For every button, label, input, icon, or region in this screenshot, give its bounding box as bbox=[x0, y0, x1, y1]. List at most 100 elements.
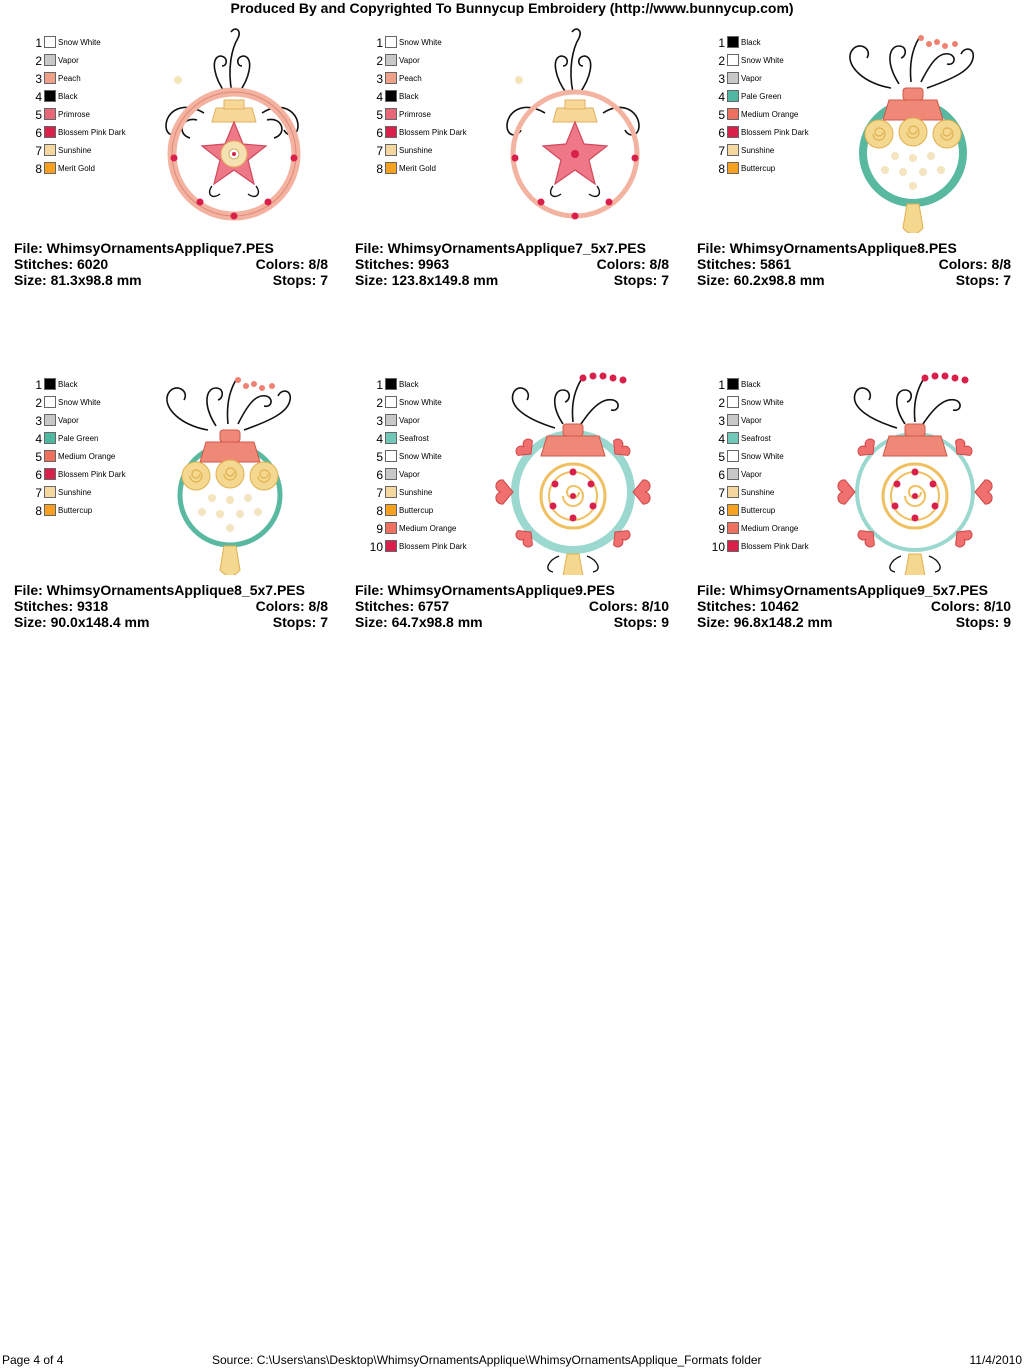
design-card: 1 Black 2 Snow White 3 Vapor 4 Seafrost 5 Snow Wh… bbox=[355, 350, 675, 650]
color-swatch bbox=[727, 522, 739, 534]
design-size: Size: 123.8x149.8 mm bbox=[355, 272, 499, 288]
design-card: 1 Black 2 Snow White 3 Vapor 4 Pale Green 5 Mediu… bbox=[697, 8, 1017, 308]
design-card: 1 Black 2 Snow White 3 Vapor 4 Pale Green 5 Mediu… bbox=[14, 350, 334, 650]
color-swatch bbox=[727, 414, 739, 426]
ornament-heart-design-image bbox=[837, 372, 993, 575]
thread-name: Snow White bbox=[741, 452, 784, 461]
color-swatch bbox=[727, 126, 739, 138]
thread-name: Vapor bbox=[741, 416, 762, 425]
design-info: File: WhimsyOrnamentsApplique7_5x7.PES S… bbox=[355, 240, 669, 288]
thread-number: 7 bbox=[35, 486, 42, 500]
thread-number: 5 bbox=[718, 108, 725, 122]
stop-count: Stops: 7 bbox=[272, 272, 328, 288]
thread-number: 3 bbox=[35, 72, 42, 86]
thread-number: 3 bbox=[35, 414, 42, 428]
thread-number: 7 bbox=[376, 486, 383, 500]
stitch-count: Stitches: 6020 bbox=[14, 256, 109, 272]
thread-number: 7 bbox=[718, 144, 725, 158]
thread-name: Primrose bbox=[58, 110, 91, 119]
color-swatch bbox=[385, 450, 397, 462]
color-swatch bbox=[727, 72, 739, 84]
thread-name: Black bbox=[58, 92, 78, 101]
thread-number: 4 bbox=[376, 90, 383, 104]
color-swatch bbox=[44, 90, 56, 102]
color-swatch bbox=[385, 522, 397, 534]
thread-number: 3 bbox=[376, 414, 383, 428]
thread-number: 6 bbox=[376, 468, 383, 482]
color-swatch bbox=[385, 162, 397, 174]
color-swatch bbox=[44, 414, 56, 426]
thread-name: Black bbox=[58, 380, 78, 389]
file-name: File: WhimsyOrnamentsApplique9.PES bbox=[355, 582, 615, 598]
stitch-count: Stitches: 5861 bbox=[697, 256, 792, 272]
thread-name: Buttercup bbox=[741, 506, 776, 515]
thread-number: 4 bbox=[376, 432, 383, 446]
thread-name: Seafrost bbox=[741, 434, 771, 443]
thread-name: Medium Orange bbox=[741, 110, 799, 119]
color-swatch bbox=[44, 108, 56, 120]
color-swatch bbox=[727, 468, 739, 480]
thread-number: 9 bbox=[376, 522, 383, 536]
color-swatch bbox=[44, 432, 56, 444]
color-swatch bbox=[385, 54, 397, 66]
color-swatch bbox=[44, 144, 56, 156]
color-count: Colors: 8/8 bbox=[255, 598, 328, 614]
thread-number: 5 bbox=[35, 450, 42, 464]
file-name: File: WhimsyOrnamentsApplique8.PES bbox=[697, 240, 957, 256]
thread-number: 4 bbox=[718, 90, 725, 104]
color-swatch bbox=[727, 432, 739, 444]
design-card: 1 Snow White 2 Vapor 3 Peach 4 Black 5 Primrose 6 B… bbox=[355, 8, 675, 308]
stop-count: Stops: 7 bbox=[955, 272, 1011, 288]
stitch-count: Stitches: 9318 bbox=[14, 598, 109, 614]
color-swatch bbox=[727, 108, 739, 120]
color-swatch bbox=[385, 144, 397, 156]
design-info: File: WhimsyOrnamentsApplique8.PES Stitc… bbox=[697, 240, 1011, 288]
color-swatch bbox=[727, 36, 739, 48]
color-count: Colors: 8/8 bbox=[938, 256, 1011, 272]
thread-name: Sunshine bbox=[399, 488, 433, 497]
design-size: Size: 96.8x148.2 mm bbox=[697, 614, 833, 630]
color-swatch bbox=[44, 54, 56, 66]
design-info: File: WhimsyOrnamentsApplique7.PES Stitc… bbox=[14, 240, 328, 288]
color-swatch bbox=[44, 162, 56, 174]
color-swatch bbox=[385, 432, 397, 444]
color-count: Colors: 8/8 bbox=[596, 256, 669, 272]
color-swatch bbox=[727, 54, 739, 66]
thread-name: Buttercup bbox=[58, 506, 93, 515]
thread-name: Snow White bbox=[741, 398, 784, 407]
design-info: File: WhimsyOrnamentsApplique9.PES Stitc… bbox=[355, 582, 669, 630]
thread-number: 6 bbox=[376, 126, 383, 140]
color-swatch bbox=[44, 486, 56, 498]
thread-number: 6 bbox=[35, 126, 42, 140]
thread-number: 1 bbox=[35, 36, 42, 50]
thread-number: 7 bbox=[35, 144, 42, 158]
print-date: 11/4/2010 bbox=[969, 1353, 1023, 1367]
color-swatch bbox=[385, 504, 397, 516]
thread-number: 1 bbox=[376, 378, 383, 392]
thread-name: Blossem Pink Dark bbox=[741, 542, 809, 551]
ornament-heart-design-image bbox=[495, 372, 651, 575]
color-swatch bbox=[44, 468, 56, 480]
thread-number: 1 bbox=[718, 36, 725, 50]
color-swatch bbox=[727, 396, 739, 408]
design-info: File: WhimsyOrnamentsApplique8_5x7.PES S… bbox=[14, 582, 328, 630]
color-swatch bbox=[727, 486, 739, 498]
design-card: 1 Snow White 2 Vapor 3 Peach 4 Black 5 Primrose 6 B… bbox=[14, 8, 334, 308]
file-name: File: WhimsyOrnamentsApplique8_5x7.PES bbox=[14, 582, 305, 598]
thread-name: Blossem Pink Dark bbox=[58, 128, 126, 137]
page-header: Produced By and Copyrighted To Bunnycup … bbox=[230, 0, 794, 16]
thread-name: Blossem Pink Dark bbox=[741, 128, 809, 137]
thread-number: 5 bbox=[35, 108, 42, 122]
thread-number: 1 bbox=[376, 36, 383, 50]
thread-name: Peach bbox=[399, 74, 422, 83]
thread-number: 10 bbox=[711, 540, 725, 554]
file-name: File: WhimsyOrnamentsApplique9_5x7.PES bbox=[697, 582, 988, 598]
color-swatch bbox=[385, 396, 397, 408]
thread-name: Buttercup bbox=[399, 506, 434, 515]
thread-number: 3 bbox=[718, 72, 725, 86]
thread-number: 1 bbox=[718, 378, 725, 392]
thread-name: Snow White bbox=[399, 38, 442, 47]
thread-number: 8 bbox=[718, 162, 725, 176]
color-count: Colors: 8/10 bbox=[930, 598, 1011, 614]
thread-number: 3 bbox=[718, 414, 725, 428]
